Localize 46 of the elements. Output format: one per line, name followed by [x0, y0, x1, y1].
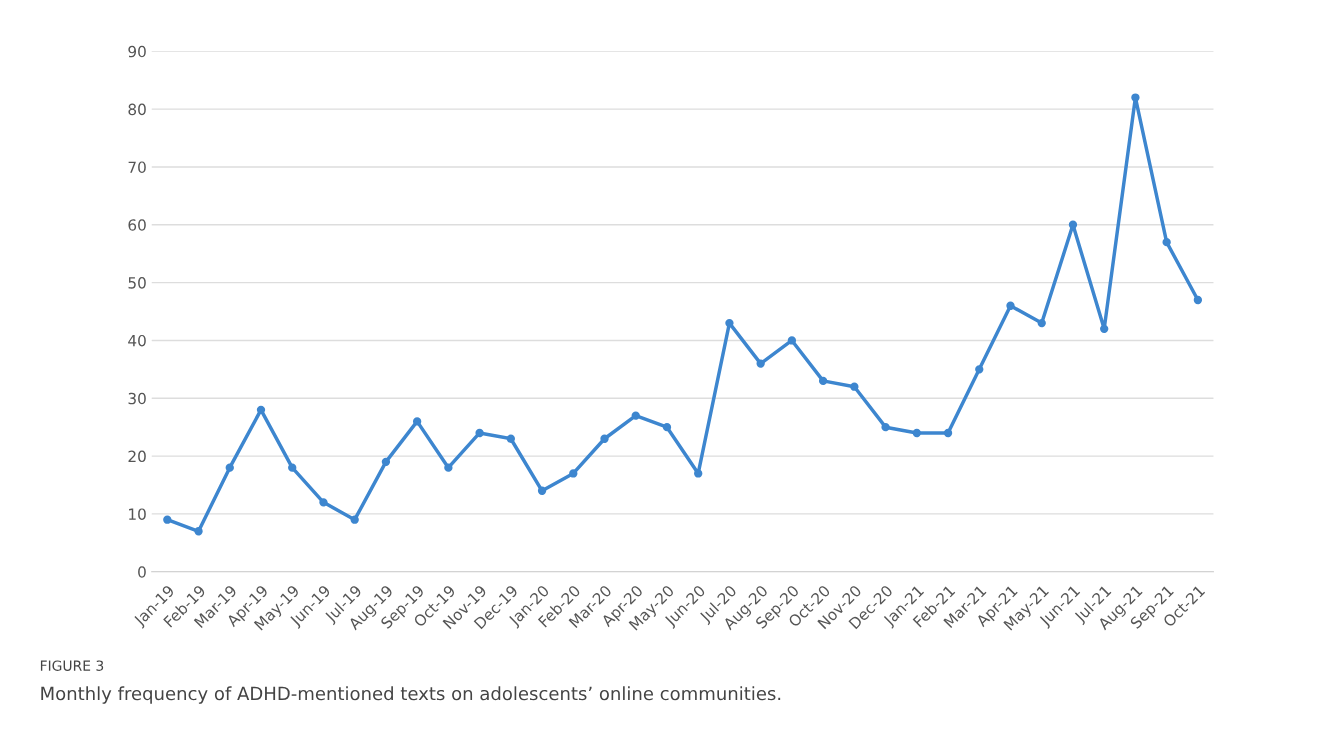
- point: [350, 515, 359, 524]
- point: [412, 417, 422, 426]
- point: [475, 428, 484, 438]
- point: [163, 515, 172, 524]
- point: [694, 469, 703, 478]
- y-tick-label: 70: [128, 161, 146, 173]
- point: [1006, 301, 1015, 310]
- y-tick-label: 60: [128, 219, 146, 231]
- point: [381, 457, 391, 467]
- y-tick-label: 10: [129, 508, 146, 520]
- point: [537, 486, 547, 495]
- point: [1100, 324, 1109, 334]
- point: [975, 365, 984, 374]
- point: [444, 463, 453, 472]
- point: [818, 376, 828, 386]
- point: [288, 463, 297, 472]
- point: [1068, 220, 1078, 229]
- point: [506, 434, 515, 443]
- point: [881, 423, 890, 432]
- y-tick-label: 90: [128, 45, 146, 58]
- y-tick-label: 0: [138, 566, 146, 578]
- point: [194, 527, 203, 536]
- point: [1162, 237, 1171, 247]
- point: [1037, 318, 1046, 328]
- point: [1131, 93, 1140, 102]
- y-tick-label: 50: [128, 277, 146, 289]
- point: [850, 382, 859, 391]
- y-tick-label: 80: [128, 103, 146, 116]
- caption: FIGURE 3: [40, 660, 104, 671]
- point: [631, 411, 640, 420]
- point: [600, 434, 609, 443]
- point: [1193, 295, 1203, 305]
- point: [256, 405, 266, 414]
- point: [943, 428, 953, 438]
- y-tick-label: 30: [128, 392, 146, 405]
- text: Monthly frequency of ADHD-mentioned texts on adolescents’ online communities.: [41, 686, 781, 704]
- point: [725, 318, 734, 328]
- point: [756, 359, 765, 368]
- y-tick-label: 40: [128, 334, 146, 347]
- point: [787, 336, 797, 345]
- point: [569, 469, 578, 478]
- point: [662, 423, 672, 432]
- point: [912, 428, 921, 438]
- point: [319, 498, 328, 507]
- point: [225, 463, 234, 472]
- y-tick-label: 20: [128, 450, 146, 463]
